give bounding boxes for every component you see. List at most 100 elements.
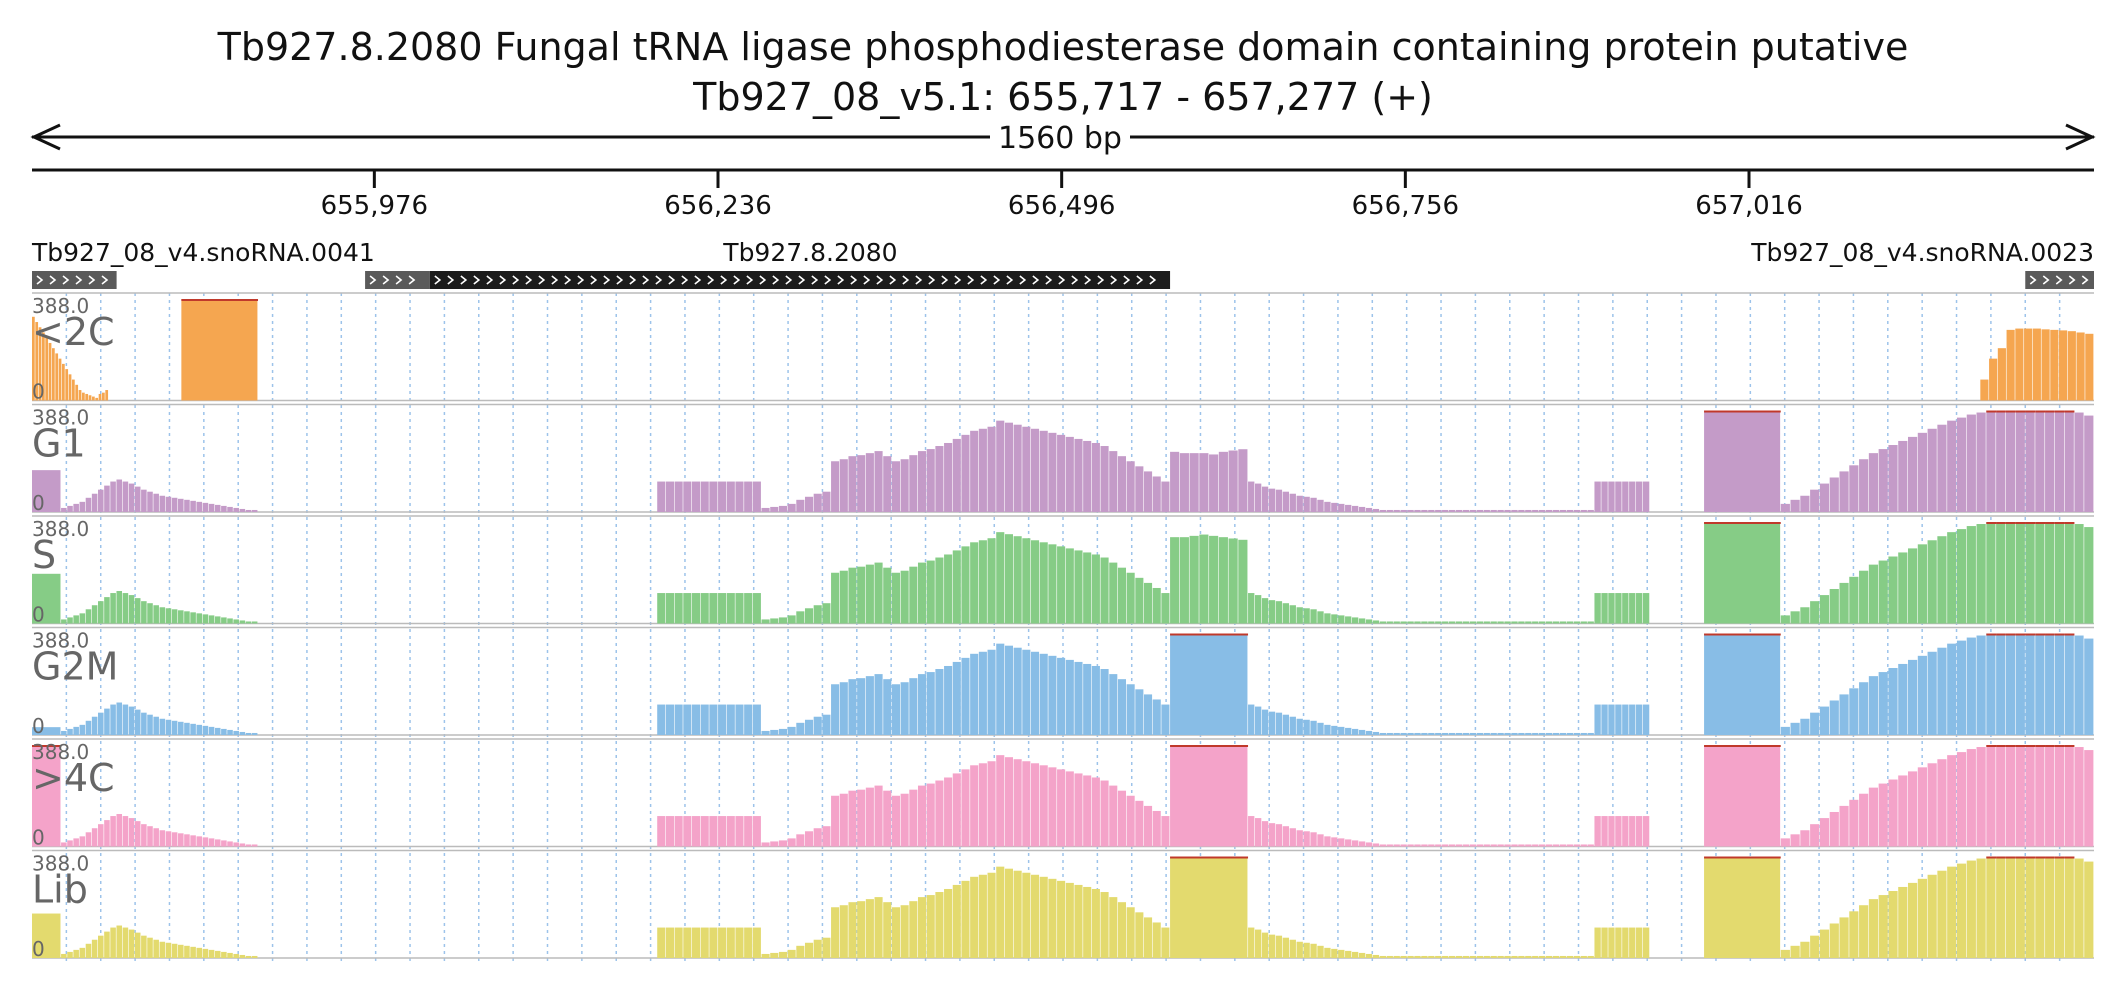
coverage-bar bbox=[1504, 509, 1511, 512]
coverage-bar bbox=[2005, 410, 2016, 512]
coverage-bar bbox=[883, 902, 892, 958]
feature-bar bbox=[429, 271, 1171, 289]
coverage-bar bbox=[1518, 844, 1525, 847]
coverage-bar bbox=[804, 496, 814, 512]
coverage-bar bbox=[190, 500, 196, 512]
track-scale-min: 0 bbox=[32, 380, 45, 404]
coverage-bar bbox=[104, 485, 110, 512]
coverage-bar bbox=[239, 731, 246, 735]
coverage-bar bbox=[134, 486, 141, 512]
coverage-bar bbox=[245, 509, 252, 512]
coverage-bar bbox=[1559, 509, 1567, 512]
coverage-bar bbox=[1317, 834, 1324, 847]
coverage-bar bbox=[1996, 410, 2006, 512]
coverage-bar bbox=[1435, 509, 1442, 512]
coverage-bar bbox=[961, 880, 970, 958]
coverage-bar bbox=[2064, 745, 2074, 847]
coverage-bar bbox=[778, 617, 787, 624]
coverage-bar bbox=[952, 661, 961, 735]
coverage-bar bbox=[883, 456, 892, 512]
coverage-bar bbox=[1859, 570, 1869, 624]
coverage-bar bbox=[2076, 332, 2085, 401]
coverage-bar bbox=[2005, 856, 2016, 958]
coverage-bar bbox=[1386, 844, 1393, 847]
coverage-bar bbox=[1780, 949, 1790, 958]
coverage-bar bbox=[32, 727, 61, 735]
coverage-bar bbox=[116, 591, 123, 624]
coverage-bar bbox=[987, 649, 996, 735]
coverage-bar bbox=[1083, 440, 1092, 512]
coverage-bar bbox=[1317, 722, 1324, 735]
feature-bar bbox=[32, 271, 117, 289]
coverage-bar bbox=[71, 379, 75, 401]
coverage-bar bbox=[32, 913, 61, 958]
coverage-bar bbox=[1100, 780, 1109, 847]
coverage-bar bbox=[79, 836, 86, 847]
coverage-bar bbox=[1636, 927, 1643, 958]
coverage-bar bbox=[1947, 755, 1957, 847]
coverage-bar bbox=[1379, 732, 1387, 735]
coverage-bar bbox=[1829, 477, 1839, 512]
coverage-bar bbox=[1573, 955, 1580, 958]
coverage-bar bbox=[935, 780, 944, 847]
coverage-bar bbox=[1552, 844, 1560, 847]
coverage-track-5: 388.0 0 Lib bbox=[32, 849, 2094, 961]
coverage-bar bbox=[221, 951, 227, 958]
coverage-bar bbox=[935, 669, 944, 735]
coverage-bar bbox=[1365, 730, 1373, 735]
coverage-bar bbox=[1400, 844, 1407, 847]
coverage-bar bbox=[227, 952, 233, 958]
coverage-bar bbox=[657, 704, 666, 735]
coverage-bar bbox=[85, 393, 89, 401]
feature-bar bbox=[2025, 271, 2094, 289]
coverage-bar bbox=[1927, 651, 1937, 735]
coverage-bar bbox=[1780, 503, 1790, 512]
coverage-bar bbox=[1400, 621, 1407, 624]
coverage-bar bbox=[1859, 682, 1869, 735]
coverage-bar bbox=[1442, 844, 1449, 847]
coverage-bar bbox=[2054, 633, 2065, 735]
track-scale-max: 388.0 bbox=[32, 852, 89, 876]
strand-arrow-icon bbox=[62, 275, 70, 285]
coverage-bar bbox=[221, 617, 227, 624]
coverage-bar bbox=[134, 821, 141, 847]
coverage-bar bbox=[78, 390, 82, 401]
coverage-bar bbox=[674, 816, 683, 847]
coverage-bar bbox=[2005, 745, 2016, 847]
coverage-bar bbox=[1917, 878, 1927, 958]
coverage-bar bbox=[1421, 509, 1428, 512]
coverage-bar bbox=[1261, 709, 1269, 735]
coverage-bar bbox=[1048, 767, 1057, 847]
coverage-bar bbox=[159, 718, 166, 735]
coverage-bar bbox=[214, 727, 221, 735]
coverage-bar bbox=[865, 787, 874, 847]
coverage-bar bbox=[1580, 844, 1587, 847]
coverage-bar bbox=[926, 895, 935, 958]
coverage-bar bbox=[804, 831, 814, 847]
coverage-bar bbox=[1898, 440, 1908, 512]
coverage-bar bbox=[1358, 618, 1366, 624]
coverage-bar bbox=[1126, 907, 1135, 958]
coverage-bar bbox=[1601, 593, 1608, 624]
coverage-bar bbox=[196, 501, 203, 512]
coverage-bar bbox=[1372, 954, 1380, 958]
coverage-bar bbox=[178, 944, 184, 958]
coverage-bar bbox=[1282, 937, 1290, 958]
coverage-bar bbox=[1552, 955, 1560, 958]
coverage-bar bbox=[1022, 649, 1031, 735]
coverage-bar bbox=[752, 927, 761, 958]
coverage-bar bbox=[85, 720, 92, 735]
coverage-bar bbox=[1601, 481, 1608, 512]
coverage-bar bbox=[32, 573, 61, 624]
coverage-bar bbox=[1218, 451, 1228, 512]
coverage-bar bbox=[1372, 620, 1380, 624]
coverage-bar bbox=[735, 481, 744, 512]
coverage-bar bbox=[1189, 453, 1199, 512]
strand-arrow-icon bbox=[655, 275, 663, 285]
coverage-bar bbox=[665, 927, 674, 958]
coverage-bar bbox=[221, 840, 227, 847]
coverage-bar bbox=[1091, 777, 1100, 847]
strand-arrow-icon bbox=[993, 275, 1001, 285]
coverage-bar bbox=[61, 363, 65, 401]
coverage-bar bbox=[1601, 927, 1608, 958]
